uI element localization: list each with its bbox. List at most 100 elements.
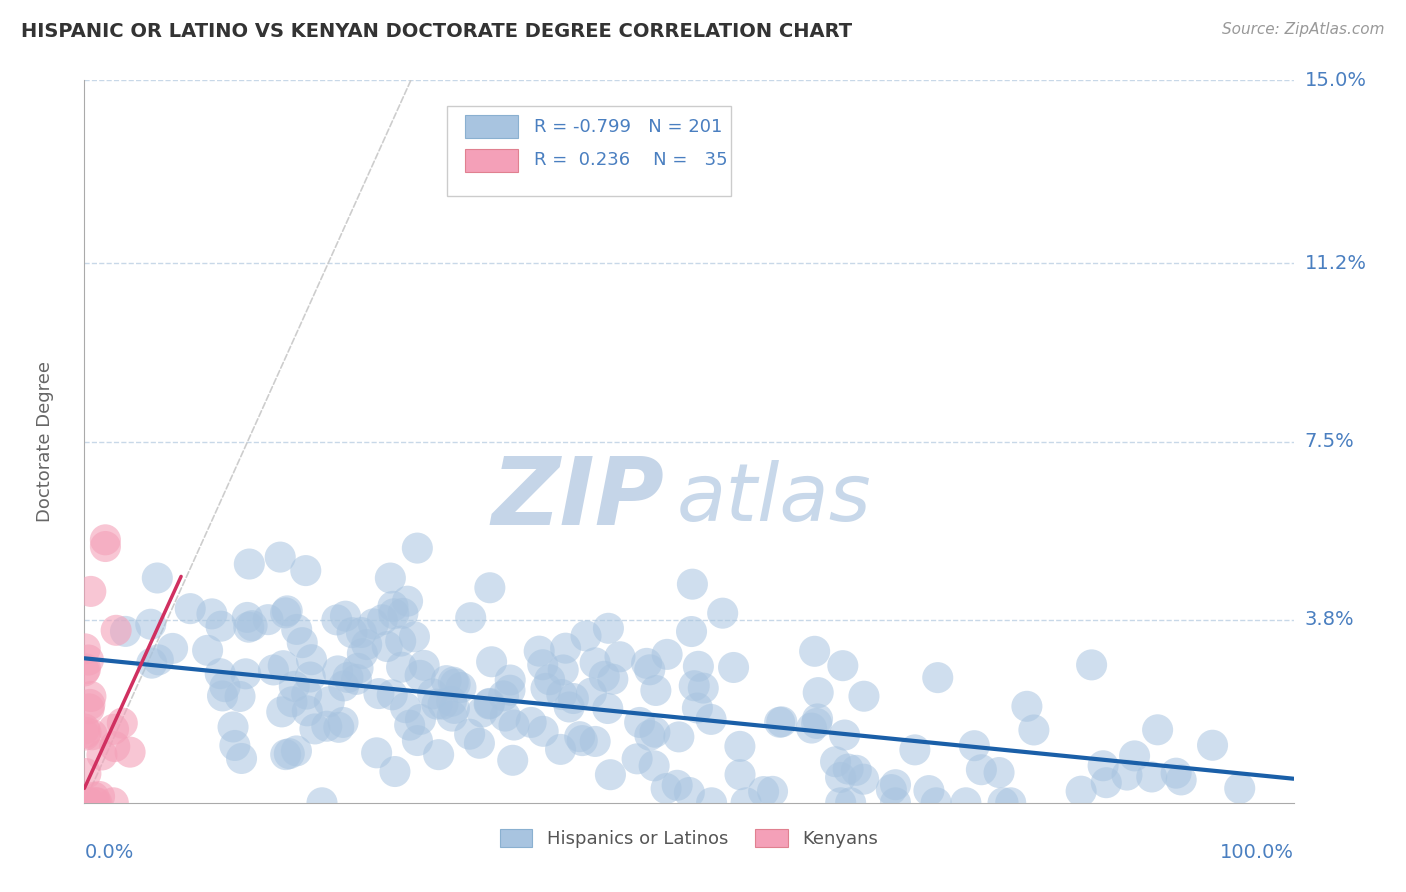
Point — [238, 557, 260, 571]
Point — [803, 644, 825, 658]
Point — [596, 701, 619, 715]
Point — [904, 743, 927, 757]
Point — [884, 778, 907, 792]
Point — [381, 599, 404, 614]
Point — [955, 796, 977, 810]
Point — [294, 564, 316, 578]
Text: 3.8%: 3.8% — [1305, 610, 1354, 629]
Point — [583, 656, 606, 670]
Point — [214, 680, 236, 694]
Point — [139, 617, 162, 632]
Point — [468, 736, 491, 750]
Point — [643, 759, 665, 773]
Point — [326, 664, 349, 678]
Point — [558, 700, 581, 714]
Point — [531, 657, 554, 672]
Point — [970, 763, 993, 777]
Point — [409, 712, 432, 726]
Point — [278, 747, 301, 761]
Point — [285, 744, 308, 758]
Point — [655, 648, 678, 662]
Point — [830, 771, 852, 785]
Point — [83, 790, 105, 805]
Point — [238, 620, 260, 634]
Point — [105, 624, 128, 638]
Point — [681, 577, 703, 591]
Point — [593, 669, 616, 683]
Point — [769, 715, 792, 730]
Point — [103, 723, 125, 737]
Point — [304, 722, 326, 736]
Point — [209, 666, 232, 681]
Point — [644, 725, 666, 739]
Point — [350, 625, 373, 640]
Point — [295, 687, 318, 701]
Point — [73, 796, 96, 810]
Point — [201, 607, 224, 621]
Point — [73, 796, 96, 810]
Point — [460, 610, 482, 624]
Point — [363, 616, 385, 631]
Point — [179, 601, 201, 615]
Point — [394, 700, 416, 714]
Point — [291, 635, 314, 649]
Point — [77, 796, 100, 810]
Point — [444, 677, 467, 691]
Point — [328, 720, 350, 734]
Point — [346, 673, 368, 687]
Point — [683, 679, 706, 693]
Point — [120, 745, 142, 759]
Point — [837, 762, 859, 776]
Point — [426, 697, 449, 711]
Point — [90, 747, 112, 762]
Point — [406, 733, 429, 747]
Point — [800, 721, 823, 735]
Point — [84, 796, 107, 810]
Point — [427, 747, 450, 762]
Point — [432, 697, 454, 711]
Point — [356, 638, 378, 652]
Point — [94, 533, 117, 547]
Point — [770, 714, 793, 729]
Point — [104, 739, 127, 754]
Point — [146, 571, 169, 585]
Point — [666, 778, 689, 792]
Point — [845, 764, 868, 778]
Point — [75, 662, 97, 676]
Point — [73, 796, 96, 810]
Point — [636, 657, 658, 671]
Point — [963, 739, 986, 753]
Point — [502, 753, 524, 767]
Text: ZIP: ZIP — [492, 453, 665, 545]
Point — [318, 695, 340, 709]
Point — [441, 709, 464, 723]
Point — [988, 765, 1011, 780]
Point — [271, 658, 294, 673]
FancyBboxPatch shape — [465, 149, 519, 172]
Point — [297, 704, 319, 718]
Point — [404, 630, 426, 644]
Point — [103, 796, 125, 810]
Point — [1092, 758, 1115, 772]
Point — [235, 666, 257, 681]
Text: HISPANIC OR LATINO VS KENYAN DOCTORATE DEGREE CORRELATION CHART: HISPANIC OR LATINO VS KENYAN DOCTORATE D… — [21, 22, 852, 41]
Point — [336, 670, 359, 684]
Text: 0.0%: 0.0% — [84, 843, 134, 862]
Point — [831, 658, 853, 673]
Point — [86, 796, 108, 810]
Point — [806, 716, 828, 731]
Point — [1229, 781, 1251, 796]
Legend: Hispanics or Latinos, Kenyans: Hispanics or Latinos, Kenyans — [492, 822, 886, 855]
Point — [440, 694, 463, 708]
Point — [834, 728, 856, 742]
Point — [77, 653, 100, 667]
Point — [366, 746, 388, 760]
Point — [285, 623, 308, 637]
FancyBboxPatch shape — [465, 115, 519, 138]
Point — [478, 581, 501, 595]
Point — [384, 764, 406, 779]
Point — [723, 660, 745, 674]
Point — [839, 796, 862, 810]
Point — [481, 655, 503, 669]
Point — [830, 796, 852, 810]
